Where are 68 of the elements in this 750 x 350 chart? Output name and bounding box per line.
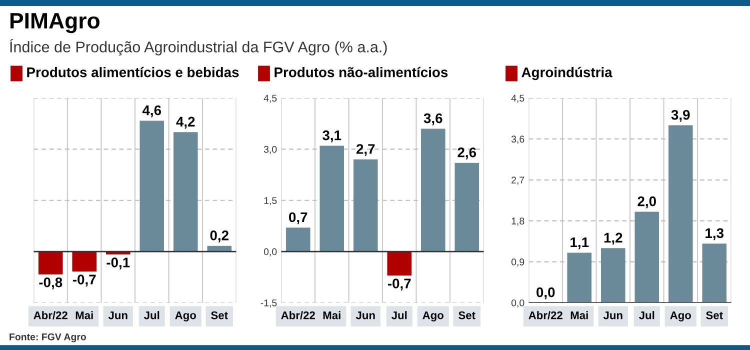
data-label: 1,3: [706, 228, 724, 240]
bar: [600, 248, 626, 303]
x-tick-label: Jun: [108, 311, 128, 320]
data-label: 4,6: [142, 105, 162, 118]
data-label: 1,2: [604, 232, 622, 245]
data-label: 0,0: [536, 287, 555, 300]
x-tick-label: Jul: [392, 311, 407, 320]
source-note: Fonte: FGV Agro: [10, 333, 86, 342]
data-label: -0,7: [72, 274, 96, 286]
x-tick-label: Mai: [76, 311, 93, 320]
x-tick-label: Jun: [603, 311, 622, 320]
x-tick-label: Mai: [323, 311, 340, 320]
data-label: 3,6: [424, 113, 442, 126]
x-tick-label: Jul: [639, 311, 654, 320]
x-tick-label: Jun: [356, 311, 375, 320]
data-label: 3,1: [322, 130, 342, 142]
y-tick-label: 4,5: [511, 94, 524, 103]
x-tick-label: Abr/22: [528, 311, 562, 320]
data-label: 4,2: [176, 116, 195, 129]
bar: [140, 120, 164, 252]
x-tick-label: Ago: [422, 311, 444, 322]
bar: [702, 244, 727, 303]
bar: [320, 146, 344, 252]
bar: [72, 252, 97, 272]
chart-title: Produtos alimentícios e bebidas: [27, 66, 239, 78]
y-tick-label: -1,5: [260, 300, 277, 308]
data-label: -0,8: [39, 277, 62, 290]
y-tick-label: 3,6: [511, 136, 524, 144]
data-label: 0,7: [289, 212, 308, 224]
data-label: 2,0: [638, 196, 656, 208]
bar: [454, 162, 480, 252]
x-tick-label: Ago: [670, 311, 691, 322]
y-tick-label: 1,5: [264, 197, 277, 206]
y-tick-label: 1,8: [512, 218, 524, 226]
x-tick-label: Set: [211, 311, 228, 320]
y-tick-label: 2,7: [512, 176, 524, 185]
x-tick-label: Jul: [144, 311, 160, 320]
x-tick-label: Set: [706, 311, 723, 320]
x-tick-label: Ago: [175, 311, 196, 322]
x-tick-label: Mai: [570, 311, 588, 320]
x-tick-label: Abr/22: [281, 311, 315, 320]
y-tick-label: 0,0: [264, 248, 277, 256]
y-tick-label: 4,5: [264, 94, 277, 103]
y-tick-label: 0,0: [511, 299, 524, 308]
x-tick-label: Set: [458, 311, 476, 320]
data-label: 2,6: [458, 147, 476, 160]
data-label: -0,7: [388, 278, 411, 290]
bar: [353, 159, 378, 252]
bar: [567, 252, 592, 303]
x-tick-label: Abr/22: [34, 311, 68, 320]
data-label: 0,2: [210, 230, 228, 242]
chart-title: Agroindústria: [522, 66, 612, 80]
bar: [668, 125, 693, 303]
bar: [387, 252, 412, 276]
text: PIMAgro: [10, 13, 100, 34]
data-label: -0,1: [106, 258, 130, 270]
bar: [38, 252, 63, 274]
bar: [173, 132, 198, 252]
bar: [634, 212, 660, 303]
chart-subtitle: Índice de Produção Agroindustrial da FGV Agro (% a.a.): [10, 39, 387, 56]
data-label: 2,7: [356, 144, 375, 156]
bar: [286, 228, 310, 252]
y-tick-label: 3,0: [264, 146, 277, 154]
y-tick-label: 0,9: [511, 258, 524, 267]
data-label: 3,9: [671, 110, 690, 122]
chart-title: Produtos não-alimentícios: [274, 66, 448, 78]
bar: [420, 128, 446, 252]
data-label: 1,1: [570, 237, 589, 250]
